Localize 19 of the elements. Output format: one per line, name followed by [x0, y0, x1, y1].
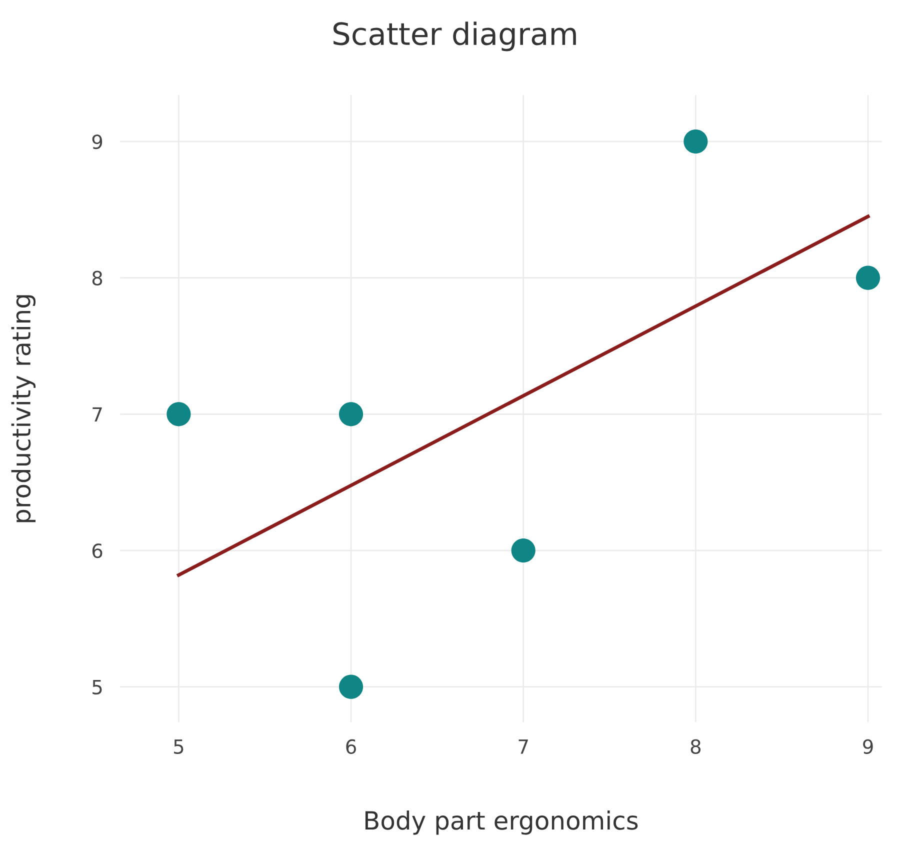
x-tick-label: 8: [690, 739, 701, 754]
x-tick-label: 5: [174, 740, 184, 754]
point: [166, 402, 191, 426]
y-tick-label: 6: [92, 543, 102, 558]
point: [339, 674, 364, 699]
point: [339, 402, 364, 426]
y-tick-label: 9: [92, 134, 102, 150]
x-axis-title: Body part ergonomics: [365, 810, 638, 835]
y-tick-label: 8: [92, 270, 102, 286]
y-axis-title: productivity rating: [11, 295, 36, 522]
x-tick-label: 7: [518, 740, 528, 754]
x-tick-label: 6: [346, 739, 356, 754]
x-tick-label: 9: [863, 739, 873, 754]
y-tick-label: 5: [92, 680, 102, 694]
chart-title: Scatter diagram: [334, 22, 576, 52]
point: [856, 266, 880, 290]
point: [511, 538, 536, 563]
point: [684, 129, 708, 154]
y-tick-label: 7: [92, 407, 102, 422]
